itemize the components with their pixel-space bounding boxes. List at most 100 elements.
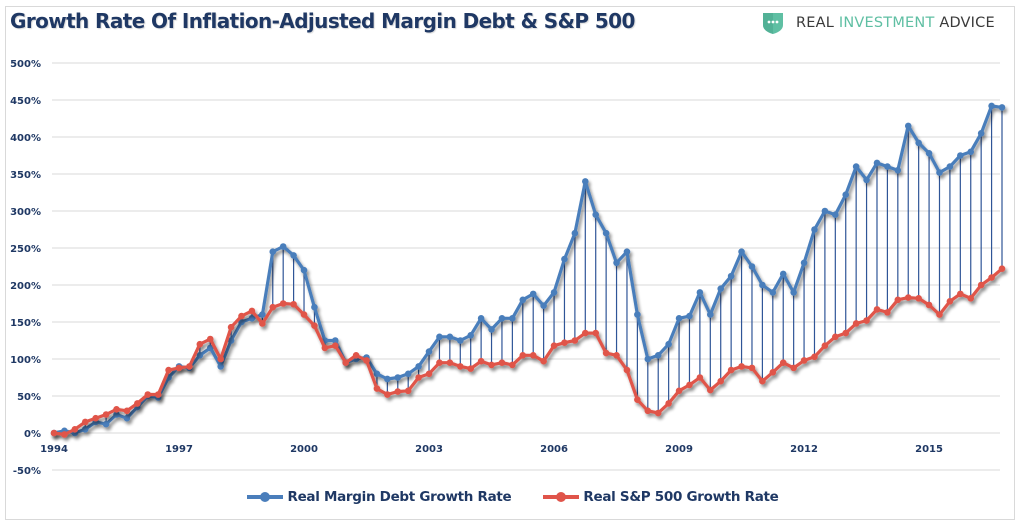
y-tick-label: 400% xyxy=(10,133,41,144)
data-point xyxy=(290,252,297,259)
data-point xyxy=(279,243,287,250)
data-point xyxy=(873,159,881,167)
data-point xyxy=(571,229,579,237)
data-point xyxy=(727,272,735,280)
brand-logo: REAL INVESTMENT ADVICE xyxy=(762,10,995,36)
data-point xyxy=(269,303,277,311)
data-point xyxy=(998,265,1006,273)
y-tick-label: 500% xyxy=(10,59,41,70)
series-line xyxy=(52,267,1004,437)
legend-item-margin-debt[interactable]: Real Margin Debt Growth Rate xyxy=(247,489,512,505)
data-point xyxy=(498,359,506,367)
data-point xyxy=(842,191,850,199)
data-point xyxy=(279,300,287,307)
data-point xyxy=(509,361,516,369)
x-tick-label: 1994 xyxy=(40,444,68,455)
data-point xyxy=(707,311,714,318)
data-point xyxy=(738,363,745,370)
data-point xyxy=(675,315,683,322)
data-point xyxy=(227,323,235,331)
x-tick-label: 2000 xyxy=(290,444,318,455)
series-sp500 xyxy=(50,265,1006,438)
data-point xyxy=(602,349,610,357)
data-point xyxy=(311,303,318,311)
data-point xyxy=(71,426,79,433)
data-point xyxy=(154,391,162,398)
legend-label-sp500: Real S&P 500 Growth Rate xyxy=(583,489,779,505)
data-point xyxy=(769,369,777,376)
data-point xyxy=(425,370,433,378)
data-point xyxy=(811,353,818,361)
data-point xyxy=(404,387,412,395)
data-point xyxy=(81,426,89,433)
data-point xyxy=(717,377,725,385)
data-point xyxy=(623,366,631,374)
data-point xyxy=(675,387,683,395)
data-point xyxy=(217,363,224,370)
data-point xyxy=(102,420,110,428)
data-point xyxy=(613,259,620,267)
data-point xyxy=(915,139,922,147)
data-point xyxy=(373,370,381,378)
data-point xyxy=(654,352,662,359)
brand-word-advice: ADVICE xyxy=(939,15,995,31)
data-point xyxy=(977,130,985,137)
data-point xyxy=(967,295,975,302)
x-tick-label: 2006 xyxy=(540,444,568,455)
data-point xyxy=(946,163,954,170)
x-tick-label: 2009 xyxy=(665,444,693,455)
data-point xyxy=(259,320,266,327)
y-axis: -50% 0% 50% 100% 150% 200% 250% 300% 350% 400% 450… xyxy=(10,59,41,477)
data-point xyxy=(206,344,214,352)
data-point xyxy=(561,339,568,347)
data-point xyxy=(561,255,568,263)
x-tick-label: 2003 xyxy=(415,444,443,455)
data-point xyxy=(113,406,120,413)
data-point xyxy=(936,169,943,176)
data-point xyxy=(759,377,766,385)
data-point xyxy=(779,359,787,367)
y-tick-label: 0% xyxy=(24,429,41,440)
data-point xyxy=(946,297,954,305)
data-point xyxy=(467,332,475,339)
data-point xyxy=(175,364,183,372)
data-point xyxy=(415,363,422,370)
data-point xyxy=(425,348,433,355)
data-point xyxy=(415,374,422,381)
data-point xyxy=(456,337,464,344)
data-point xyxy=(894,296,902,304)
x-tick-label: 1997 xyxy=(165,444,193,455)
data-point xyxy=(592,329,600,337)
data-point xyxy=(634,311,641,318)
data-point xyxy=(529,290,537,298)
data-point xyxy=(238,312,245,320)
data-point xyxy=(852,320,860,327)
y-tick-label: 350% xyxy=(10,170,41,181)
data-point xyxy=(654,409,662,417)
x-axis: 1994 1997 2000 2003 2006 2009 2012 2015 xyxy=(40,444,943,455)
y-tick-label: 100% xyxy=(10,355,41,366)
data-point xyxy=(925,301,933,309)
data-point xyxy=(842,329,850,337)
data-point xyxy=(800,357,808,364)
data-point xyxy=(81,418,89,426)
data-point xyxy=(436,333,443,341)
data-point xyxy=(977,281,985,289)
y-tick-label: 450% xyxy=(10,96,41,107)
y-tick-label: 300% xyxy=(10,207,41,218)
chart-title: Growth Rate Of Inflation-Adjusted Margin… xyxy=(10,9,635,33)
data-point xyxy=(727,366,735,374)
data-point xyxy=(811,226,818,233)
data-point xyxy=(957,152,964,159)
data-point xyxy=(925,149,933,157)
data-point xyxy=(779,270,787,278)
brand-word-real: REAL xyxy=(796,15,835,31)
data-point xyxy=(467,365,475,372)
data-point xyxy=(394,388,402,395)
legend: Real Margin Debt Growth Rate Real S&P 50… xyxy=(0,489,1026,505)
data-point xyxy=(832,333,839,341)
data-point xyxy=(144,391,152,398)
legend-item-sp500[interactable]: Real S&P 500 Growth Rate xyxy=(543,489,779,505)
brand-name: REAL INVESTMENT ADVICE xyxy=(796,15,995,31)
data-point xyxy=(644,407,652,415)
